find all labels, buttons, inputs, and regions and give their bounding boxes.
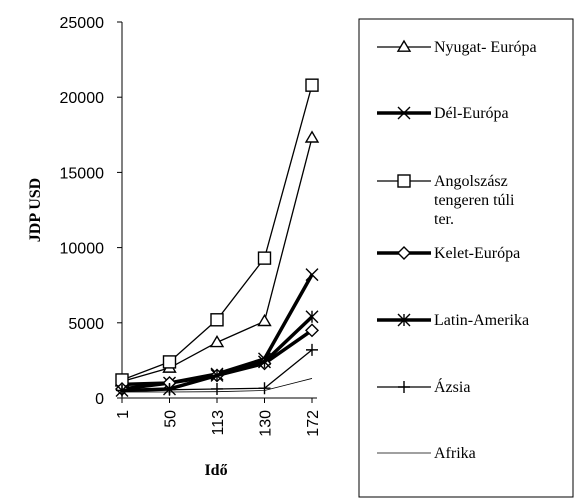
legend-label: Afrika	[434, 445, 476, 462]
data-point	[258, 382, 271, 395]
legend-label: Ázsia	[434, 377, 470, 396]
data-point	[257, 313, 272, 327]
x-tick-label: 1	[115, 410, 132, 419]
y-tick-label: 20000	[60, 90, 105, 107]
data-point	[305, 310, 319, 324]
x-tick-label: 172	[305, 410, 322, 437]
legend-entry: Nyugat- Európa	[377, 39, 537, 56]
data-point	[305, 323, 319, 338]
series-3	[115, 78, 319, 387]
data-point	[210, 368, 224, 382]
legend-entry: Dél-Európa	[377, 105, 509, 122]
data-point	[211, 382, 223, 395]
legend-marker	[397, 174, 411, 188]
legend-label: Dél-Európa	[434, 105, 509, 122]
x-tick-label: 50	[163, 410, 180, 428]
data-point	[304, 130, 320, 143]
legend: Nyugat- Európa Dél-Európa Angolszász tenger…	[358, 18, 574, 498]
data-point	[305, 78, 319, 92]
y-tick-label: 0	[95, 391, 104, 408]
data-point	[209, 334, 225, 348]
legend-marker	[397, 313, 411, 327]
y-tick-label: 5000	[68, 316, 104, 333]
legend-entry: Angolszász tengeren túli ter.	[377, 173, 515, 228]
legend-entry: Afrika	[377, 445, 476, 462]
legend-box	[358, 18, 574, 498]
legend-label: Latin-Amerika	[434, 312, 529, 329]
y-tick-label: 15000	[60, 165, 105, 182]
legend-entry: Ázsia	[377, 377, 470, 396]
data-point	[163, 383, 176, 396]
data-point	[258, 355, 271, 369]
legend-marker	[396, 39, 412, 52]
chart-series	[114, 78, 320, 397]
legend-entry: Kelet-Európa	[377, 245, 520, 262]
series-7	[122, 378, 313, 393]
data-point	[305, 268, 319, 282]
y-axis-title: JDP USD	[27, 178, 44, 242]
data-point	[116, 384, 128, 397]
series-line	[121, 273, 314, 387]
legend-marker	[397, 246, 411, 260]
y-tick-label: 25000	[60, 15, 105, 32]
x-tick-label: 113	[210, 410, 227, 436]
legend-marker	[398, 381, 410, 393]
legend-label: Nyugat- Európa	[434, 39, 537, 56]
chart-axes: 0 5000 10000 15000 20000 25000 1 50 113 130 172	[60, 15, 323, 437]
legend-label: Angolszász tengeren túli ter.	[434, 173, 515, 228]
data-point	[257, 251, 272, 265]
y-tick-label: 10000	[60, 241, 105, 258]
legend-entry: Latin-Amerika	[377, 312, 529, 329]
x-axis-title: Idő	[204, 462, 227, 479]
data-point	[210, 313, 224, 327]
data-point	[306, 343, 318, 356]
legend-marker	[397, 106, 411, 120]
series-line	[122, 378, 313, 393]
series-6	[116, 343, 318, 397]
data-point	[162, 355, 177, 369]
legend-label: Kelet-Európa	[434, 245, 520, 262]
x-tick-label: 130	[258, 410, 275, 437]
